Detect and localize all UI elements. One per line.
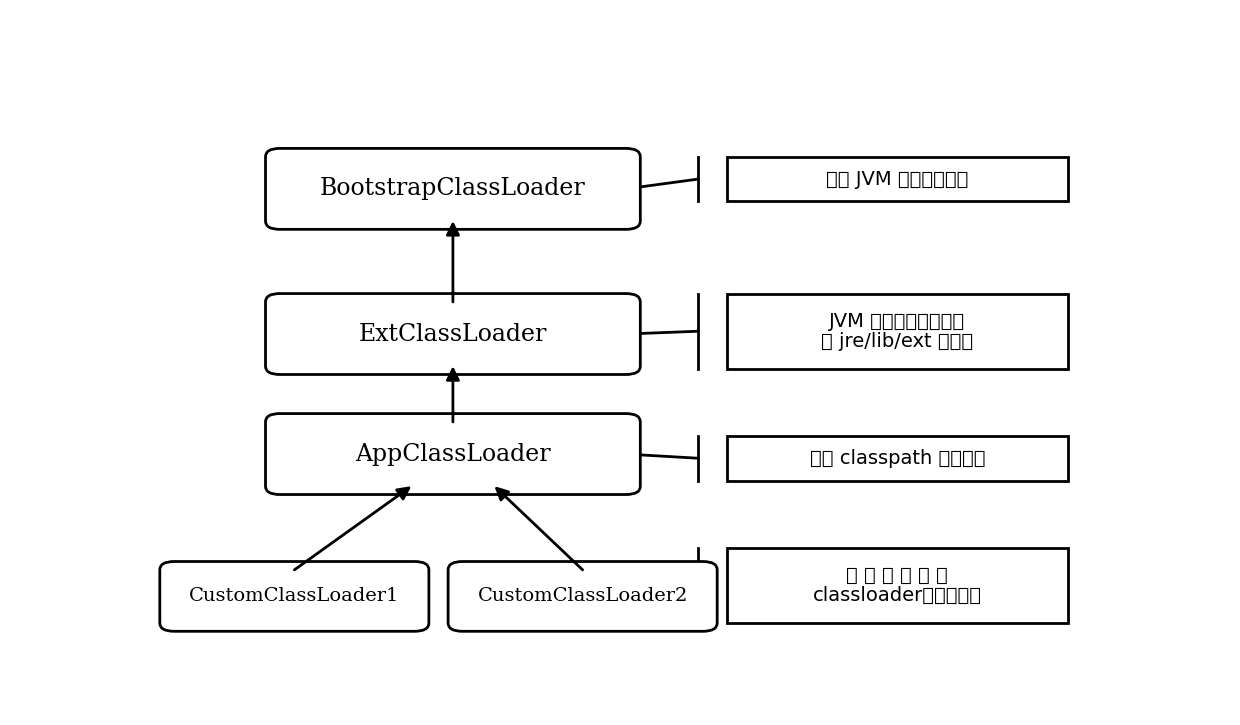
FancyBboxPatch shape [727,547,1068,623]
FancyBboxPatch shape [727,157,1068,202]
Text: CustomClassLoader2: CustomClassLoader2 [477,587,688,605]
Text: ExtClassLoader: ExtClassLoader [358,323,547,346]
Text: classloader，定制加载: classloader，定制加载 [813,586,982,605]
FancyBboxPatch shape [265,149,640,229]
FancyBboxPatch shape [727,294,1068,369]
FancyBboxPatch shape [160,562,429,631]
Text: 用 户 自 定 义 的: 用 户 自 定 义 的 [847,566,949,585]
Text: CustomClassLoader1: CustomClassLoader1 [190,587,399,605]
FancyBboxPatch shape [448,562,717,631]
Text: 应用 classpath 指定的类: 应用 classpath 指定的类 [810,449,985,468]
FancyBboxPatch shape [727,436,1068,481]
FancyBboxPatch shape [265,294,640,375]
Text: AppClassLoader: AppClassLoader [355,442,551,465]
FancyBboxPatch shape [265,413,640,494]
Text: JVM 标准扩展的类，位: JVM 标准扩展的类，位 [830,312,966,331]
Text: BootstrapClassLoader: BootstrapClassLoader [320,178,585,200]
Text: 加载 JVM 运行需要的类: 加载 JVM 运行需要的类 [826,170,968,188]
Text: 于 jre/lib/ext 目录下: 于 jre/lib/ext 目录下 [821,331,973,350]
